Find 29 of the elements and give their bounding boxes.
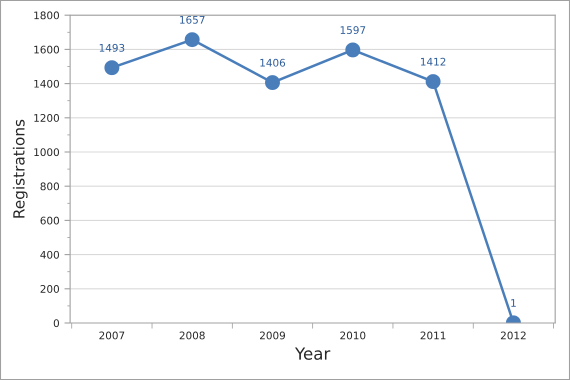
point (345, 42, 360, 58)
data-label: 1597 (340, 26, 366, 34)
data-label: 1412 (421, 58, 446, 66)
y-tick-label: 600 (40, 216, 59, 225)
x-axis-title: Year (294, 347, 330, 360)
data-label: 1 (511, 299, 516, 307)
point (426, 74, 441, 90)
data-label: 1493 (100, 44, 124, 52)
y-tick-label: 1800 (34, 11, 59, 20)
y-tick-label: 1600 (34, 46, 59, 54)
y-tick-label: 1200 (34, 114, 59, 122)
x-tick-label: 2011 (420, 332, 446, 340)
point (184, 32, 200, 48)
x-tick-label: 2009 (260, 332, 286, 340)
y-tick-label: 1000 (34, 148, 59, 156)
x-tick-label: 2010 (340, 332, 366, 340)
y-tick-label: 800 (40, 182, 59, 190)
data-label: 1406 (260, 58, 286, 67)
y-tick-label: 400 (40, 250, 59, 259)
data-label: 1657 (180, 16, 205, 24)
y-tick-label: 0 (54, 319, 59, 328)
x-tick-label: 2012 (500, 332, 526, 340)
y-tick-label: 1400 (34, 80, 59, 88)
x-tick-label: 2007 (99, 332, 124, 340)
point (104, 60, 120, 76)
y-axis-title: Registrations (12, 120, 28, 218)
y-tick-label: 200 (40, 285, 59, 293)
point (265, 75, 280, 90)
x-tick-label: 2008 (180, 332, 205, 340)
